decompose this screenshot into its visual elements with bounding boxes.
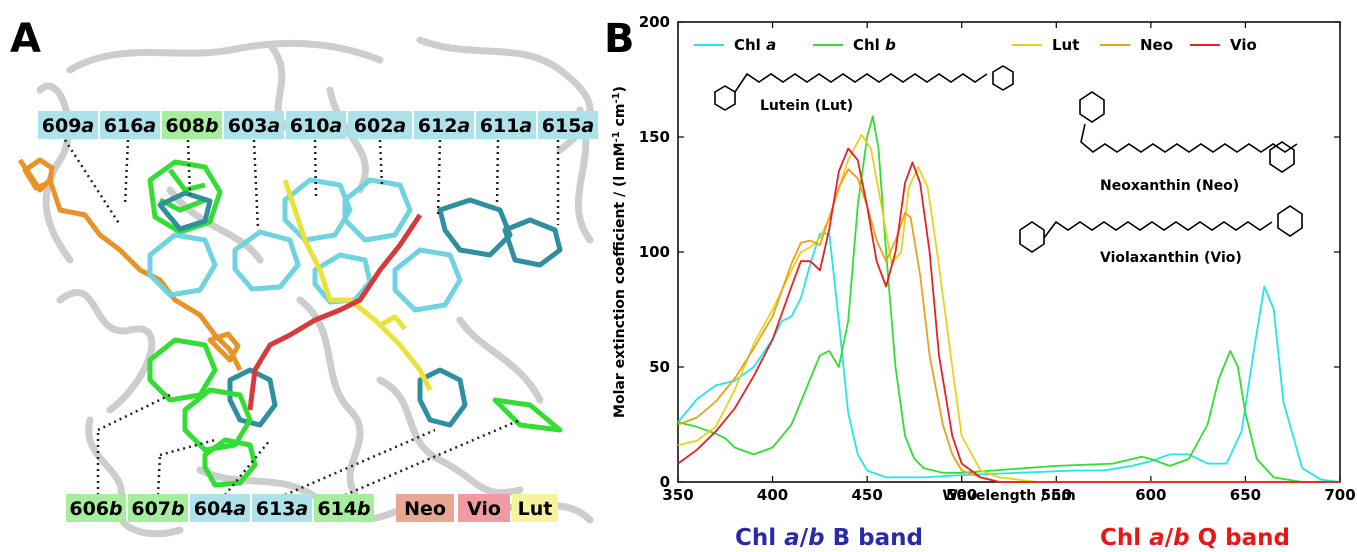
neoxanthin-structure-label: Neoxanthin (Neo) <box>1100 178 1239 194</box>
bottom-label-604a: 604a <box>190 494 250 522</box>
series-lines <box>677 115 1341 483</box>
label-text: 606b <box>69 498 122 520</box>
label-box <box>252 494 312 522</box>
x-tick-label: 350 <box>662 486 693 504</box>
top-label-602a: 602a <box>348 111 412 139</box>
label-box <box>538 111 598 139</box>
x-tick-label: 550 <box>1041 486 1072 504</box>
label-text: 607b <box>131 498 184 520</box>
label-box <box>458 494 510 522</box>
panel-b-spectra: B 350 400 450 500 550 600 650 700 0 50 100 150 200 M… <box>604 13 1356 551</box>
top-label-615a: 615a <box>538 111 598 139</box>
series-line-chl-a <box>677 232 1341 483</box>
q-band-label: Chl a/b Q band <box>1100 525 1290 551</box>
legend-item: Chl b <box>813 36 896 54</box>
label-box <box>100 111 160 139</box>
bottom-label-606b: 606b <box>66 494 126 522</box>
label-text: 604a <box>194 498 247 520</box>
label-box <box>314 494 374 522</box>
label-text: 611a <box>480 115 533 137</box>
y-tick-label: 150 <box>639 128 670 146</box>
pigment-molecules-image <box>17 157 563 488</box>
label-box <box>66 494 126 522</box>
bottom-label-614b: 614b <box>314 494 374 522</box>
x-tick-label: 700 <box>1324 486 1355 504</box>
x-tick-label: 400 <box>757 486 788 504</box>
spectrum-plot: 350 400 450 500 550 600 650 700 0 50 100 150 200 <box>639 13 1356 504</box>
label-box <box>128 494 188 522</box>
legend-label: Neo <box>1140 36 1173 54</box>
label-box <box>162 111 222 139</box>
bottom-label-613a: 613a <box>252 494 312 522</box>
legend-item: Neo <box>1100 36 1173 54</box>
legend-item: Lut <box>1012 36 1079 54</box>
series-line-chl-b <box>677 115 1340 483</box>
label-box <box>396 494 454 522</box>
bottom-label-vio: Vio <box>458 494 510 522</box>
top-label-603a: 603a <box>224 111 284 139</box>
panel-a-label: A <box>10 16 41 62</box>
legend-item: Chl a <box>694 36 776 54</box>
label-text: 609a <box>42 115 95 137</box>
label-box <box>512 494 558 522</box>
legend-label: Lut <box>1052 36 1079 54</box>
legend-label: Chl a <box>734 36 776 54</box>
label-text: 614b <box>317 498 370 520</box>
y-tick-label: 100 <box>639 243 670 261</box>
label-box <box>348 111 412 139</box>
label-box <box>190 494 250 522</box>
bottom-label-607b: 607b <box>128 494 188 522</box>
label-box <box>38 111 98 139</box>
carotenoid-structure-drawings <box>714 65 1303 253</box>
legend-item: Vio <box>1190 36 1257 54</box>
y-tick-label: 0 <box>660 473 670 491</box>
label-text: 603a <box>228 115 281 137</box>
label-box <box>476 111 536 139</box>
label-box <box>224 111 284 139</box>
label-text: Neo <box>404 498 446 520</box>
top-label-616a: 616a <box>100 111 160 139</box>
legend-label: Chl b <box>853 36 896 54</box>
label-text: 612a <box>418 115 471 137</box>
panel-b-label: B <box>604 16 635 62</box>
panel-a-structure: A <box>10 16 598 538</box>
x-tick-label: 600 <box>1135 486 1166 504</box>
bottom-label-row: 606b 607b 604a 613a 614b Neo Vio Lut <box>66 494 558 522</box>
top-label-609a: 609a <box>38 111 98 139</box>
x-tick-label: 450 <box>851 486 882 504</box>
label-box <box>286 111 346 139</box>
label-box <box>414 111 474 139</box>
series-line-lut <box>677 133 1340 483</box>
legend-label: Vio <box>1230 36 1257 54</box>
bottom-label-neo: Neo <box>396 494 454 522</box>
top-label-row: 609a 616a 608b 603a 610a 602a 612a 611a 615a <box>38 111 598 139</box>
bottom-label-lut: Lut <box>512 494 558 522</box>
top-label-610a: 610a <box>286 111 346 139</box>
y-axis-label: Molar extinction coefficient / (l mM-1 c… <box>611 86 629 418</box>
x-tick-label: 650 <box>1230 486 1261 504</box>
top-label-612a: 612a <box>414 111 474 139</box>
lutein-structure-label: Lutein (Lut) <box>760 98 853 114</box>
label-text: 616a <box>104 115 157 137</box>
top-label-611a: 611a <box>476 111 536 139</box>
b-band-label: Chl a/b B band <box>735 525 923 551</box>
y-tick-label: 200 <box>639 13 670 31</box>
label-text: 610a <box>290 115 343 137</box>
series-line-vio <box>677 147 1340 483</box>
y-tick-label: 50 <box>649 358 670 376</box>
label-text: 613a <box>256 498 309 520</box>
label-leader-lines <box>63 139 560 497</box>
x-axis-label: Wavelength / nm <box>942 488 1075 504</box>
label-text: 602a <box>354 115 407 137</box>
x-tick-label: 500 <box>946 486 977 504</box>
top-label-608b: 608b <box>162 111 222 139</box>
label-text: Vio <box>467 498 501 520</box>
violaxanthin-structure-label: Violaxanthin (Vio) <box>1100 250 1242 266</box>
label-text: 615a <box>542 115 595 137</box>
legend: Chl a Chl b Lut Neo Vio <box>694 36 1257 54</box>
label-text: 608b <box>165 115 218 137</box>
label-text: Lut <box>518 498 553 520</box>
